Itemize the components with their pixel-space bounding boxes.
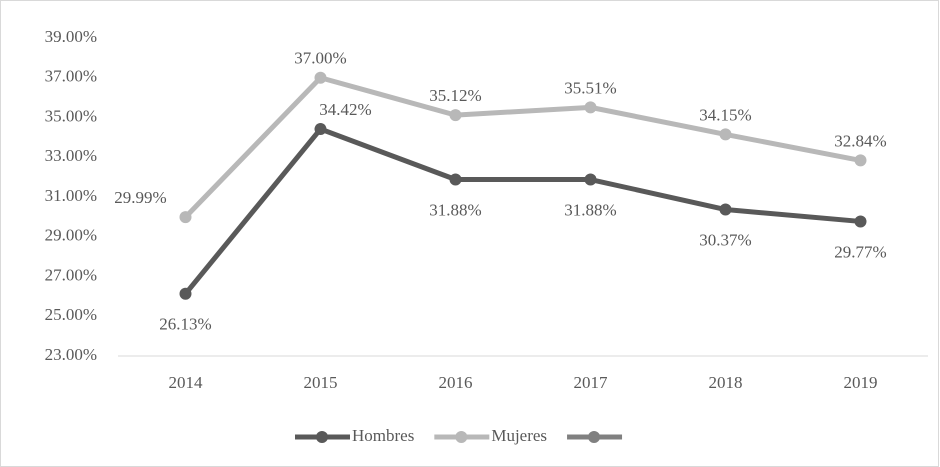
x-tick-label: 2019 (844, 373, 878, 392)
x-tick-label: 2015 (304, 373, 338, 392)
data-point (449, 173, 462, 186)
data-point (584, 101, 597, 114)
legend-marker (455, 431, 468, 443)
x-tick-label: 2016 (439, 373, 473, 392)
x-tick-label: 2017 (574, 373, 609, 392)
data-point (719, 203, 732, 216)
y-tick-label: 39.00% (45, 27, 97, 46)
data-label: 26.13% (159, 315, 211, 334)
data-label: 32.84% (834, 131, 886, 150)
data-point (449, 109, 462, 122)
data-point (179, 287, 192, 300)
legend-label: Hombres (352, 426, 414, 445)
data-point (179, 211, 192, 224)
data-label: 30.37% (699, 230, 751, 249)
data-point (584, 173, 597, 186)
y-tick-label: 31.00% (45, 186, 97, 205)
data-label: 31.88% (564, 200, 616, 219)
y-tick-label: 35.00% (45, 106, 97, 125)
data-label: 31.88% (429, 200, 481, 219)
y-tick-label: 29.00% (45, 226, 97, 245)
series-line (183, 126, 861, 296)
data-label: 34.15% (699, 105, 751, 124)
data-label: 29.77% (834, 242, 886, 261)
x-tick-label: 2014 (169, 373, 204, 392)
data-point (719, 128, 732, 141)
data-point (314, 123, 327, 136)
data-label: 35.12% (429, 86, 481, 105)
y-tick-label: 25.00% (45, 305, 97, 324)
y-tick-label: 37.00% (45, 67, 97, 86)
x-tick-label: 2018 (709, 373, 743, 392)
legend-label: Mujeres (491, 426, 547, 445)
y-tick-label: 27.00% (45, 265, 97, 284)
series-line (183, 75, 861, 219)
data-point (854, 215, 867, 228)
y-tick-label: 23.00% (45, 345, 97, 364)
data-label: 29.99% (114, 188, 166, 207)
data-label: 37.00% (294, 49, 346, 68)
data-label: 34.42% (319, 100, 371, 119)
data-point (854, 154, 867, 167)
legend-marker (316, 431, 328, 443)
legend-marker (588, 431, 601, 443)
data-point (314, 71, 327, 84)
y-tick-label: 33.00% (45, 146, 97, 165)
data-label: 35.51% (564, 78, 616, 97)
